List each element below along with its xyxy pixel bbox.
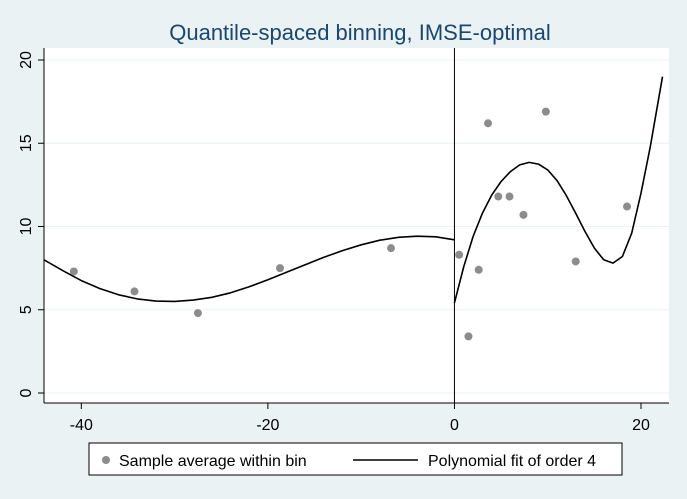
y-tick-label: 10 [18,218,35,236]
series-group [43,76,664,341]
legend-label-points: Sample average within bin [119,453,307,470]
data-point [455,250,464,259]
data-point [505,192,514,201]
x-tick-label: 0 [450,417,459,434]
data-point [484,119,493,128]
x-tick-label: -40 [70,417,93,434]
legend-box [88,442,623,476]
y-tick-label: 15 [18,134,35,152]
data-point [69,267,78,276]
axes: 0 5 10 15 20 -40 -20 0 20 [18,48,669,434]
fit-line-segment [43,235,455,303]
data-point [494,192,503,201]
fit-line-segment [453,76,664,304]
x-tick-label: 20 [632,417,650,434]
legend-marker-points [102,456,110,464]
x-tick-label: -20 [256,417,279,434]
y-tick-label: 20 [18,51,35,69]
grid-lines [44,59,669,394]
data-point [130,287,139,296]
data-point [387,244,396,253]
y-tick-label: 5 [18,305,35,314]
data-point [193,309,202,318]
plot-area [44,48,669,403]
data-point [276,264,285,273]
y-tick-label: 0 [18,388,35,397]
data-point [623,202,632,211]
chart-title: Quantile-spaced binning, IMSE-optimal [169,20,551,45]
legend-label-line: Polynomial fit of order 4 [428,453,596,470]
data-point [541,107,550,116]
data-point [571,257,580,266]
legend: Sample average within bin Polynomial fit… [88,442,623,476]
data-point [464,332,473,341]
data-point [519,210,528,219]
data-point [474,265,483,274]
